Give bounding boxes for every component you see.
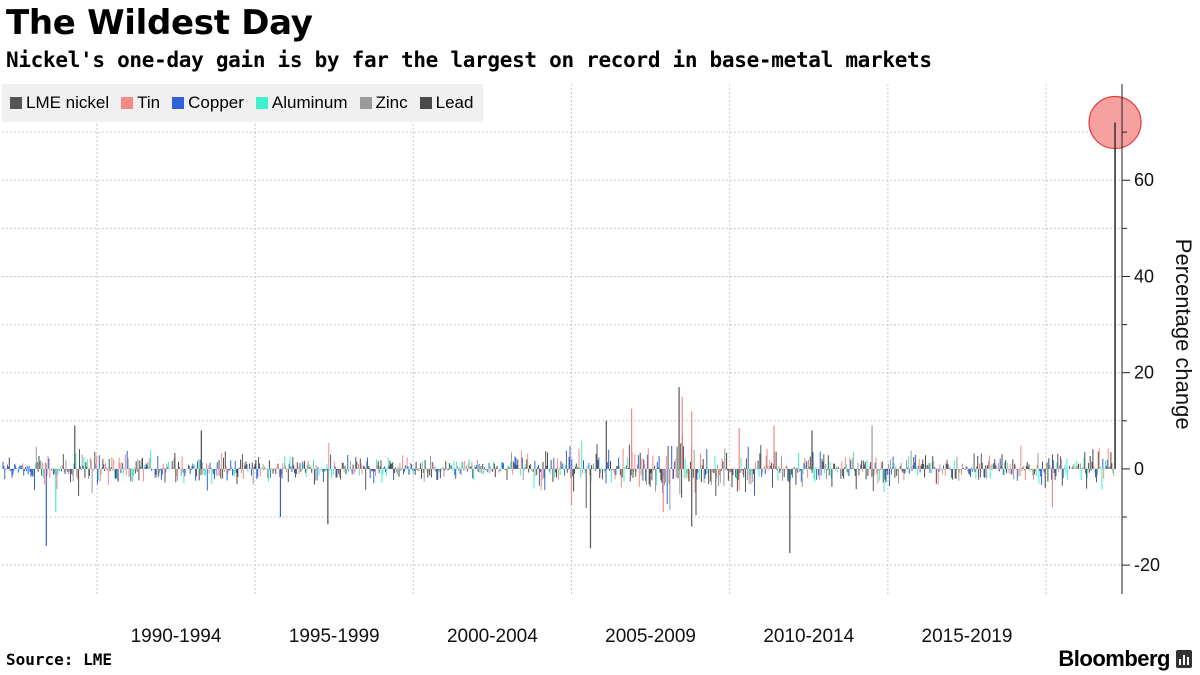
legend-swatch-lead: [419, 97, 432, 109]
chart-title: The Wildest Day: [6, 3, 313, 43]
y-axis-title: Percentage change: [1171, 239, 1196, 430]
x-tick-label: 2015-2019: [922, 626, 1013, 647]
legend-label-zinc: Zinc: [375, 93, 408, 112]
legend-swatch-copper: [172, 97, 185, 109]
bloomberg-terminal-icon: [1176, 650, 1192, 668]
legend-label-nickel: LME nickel: [26, 93, 110, 112]
legend-item-zinc: Zinc: [359, 93, 408, 113]
legend-label-copper: Copper: [188, 93, 244, 112]
x-tick-label: 2000-2004: [447, 626, 538, 647]
legend-swatch-aluminum: [255, 97, 268, 109]
y-tick-label: 40: [1134, 266, 1154, 286]
spike-layer: [45, 95, 1142, 554]
y-tick-label: 0: [1134, 459, 1144, 479]
y-tick-label: 60: [1134, 170, 1154, 190]
legend-item-aluminum: Aluminum: [255, 93, 348, 113]
label-layer: -20 0 20 40 60 Percentage change 1990-1994 1995…: [131, 170, 1196, 647]
x-tick-label: 1995-1999: [289, 626, 380, 647]
x-tick-label: 2010-2014: [763, 626, 854, 647]
legend-label-lead: Lead: [435, 93, 474, 112]
legend-swatch-zinc: [359, 97, 372, 109]
brand-logo: Bloomberg: [1058, 646, 1170, 671]
chart-subtitle: Nickel's one-day gain is by far the larg…: [6, 48, 932, 72]
legend-item-nickel: LME nickel: [10, 93, 109, 113]
x-tick-label: 2005-2009: [605, 626, 696, 647]
legend: LME nickel Tin Copper Aluminum Zinc Lead: [2, 84, 484, 122]
bars-layer: [2, 434, 1115, 516]
y-tick-label: 20: [1134, 363, 1154, 383]
legend-label-tin: Tin: [137, 93, 161, 112]
grid-layer: [2, 84, 1122, 594]
source-note: Source: LME: [6, 650, 112, 669]
x-tick-label: 1990-1994: [131, 626, 222, 647]
legend-swatch-tin: [121, 97, 134, 109]
y-tick-label: -20: [1134, 555, 1160, 575]
legend-item-tin: Tin: [121, 93, 160, 113]
legend-label-aluminum: Aluminum: [271, 93, 348, 112]
legend-item-lead: Lead: [419, 93, 474, 113]
axis-layer: [1121, 84, 1130, 594]
legend-item-copper: Copper: [172, 93, 244, 113]
legend-swatch-nickel: [10, 97, 22, 109]
